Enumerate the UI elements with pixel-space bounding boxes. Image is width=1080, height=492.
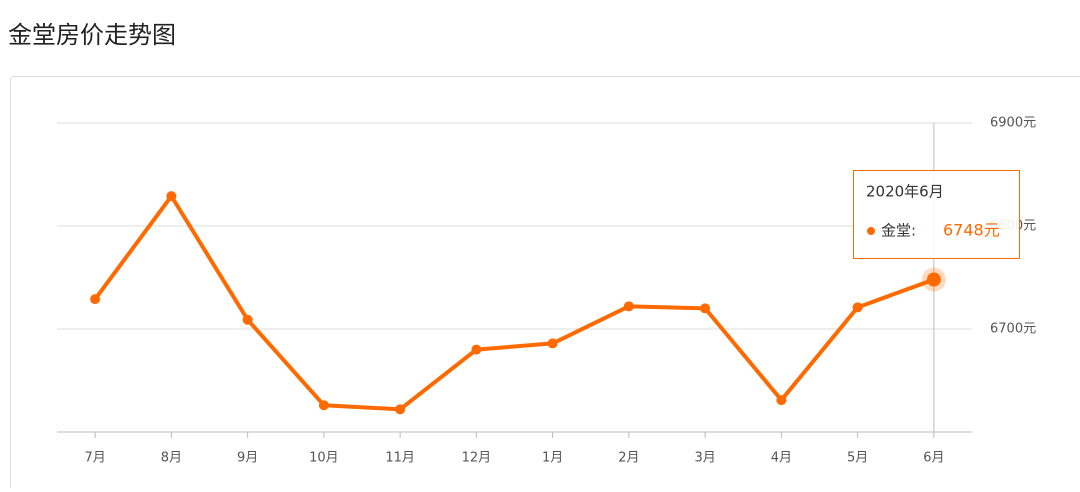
x-tick-label: 2月 — [618, 451, 639, 466]
card — [11, 77, 1080, 489]
point — [776, 395, 786, 405]
point — [927, 273, 941, 287]
x-tick-label: 7月 — [84, 451, 105, 466]
chart-title: 金堂房价走势图 — [8, 21, 176, 49]
point — [319, 400, 329, 410]
x-tick-label: 6月 — [923, 451, 944, 466]
tooltip-label: 金堂: — [881, 222, 916, 240]
x-tick-label: 8月 — [161, 451, 182, 466]
x-tick-label: 1月 — [542, 451, 563, 466]
point — [471, 345, 481, 355]
point — [700, 303, 710, 313]
x-tick-label: 10月 — [309, 451, 339, 466]
y-tick-label: 6700元 — [990, 322, 1036, 337]
x-tick-label: 4月 — [771, 451, 792, 466]
x-tick-label: 9月 — [237, 451, 258, 466]
point — [166, 191, 176, 201]
point — [395, 404, 405, 414]
point — [853, 302, 863, 312]
line — [95, 196, 934, 409]
tooltip-value: 6748元 — [943, 221, 1000, 240]
point — [548, 338, 558, 348]
y-tick-label: 6900元 — [990, 116, 1036, 131]
x-tick-label: 5月 — [847, 451, 868, 466]
x-tick-label: 12月 — [462, 451, 492, 466]
point — [243, 315, 253, 325]
point — [624, 301, 634, 311]
point — [90, 294, 100, 304]
tooltip-dot — [867, 227, 875, 235]
x-tick-label: 11月 — [385, 451, 415, 466]
x-tick-label: 3月 — [694, 451, 715, 466]
tooltip-title: 2020年6月 — [866, 183, 944, 201]
